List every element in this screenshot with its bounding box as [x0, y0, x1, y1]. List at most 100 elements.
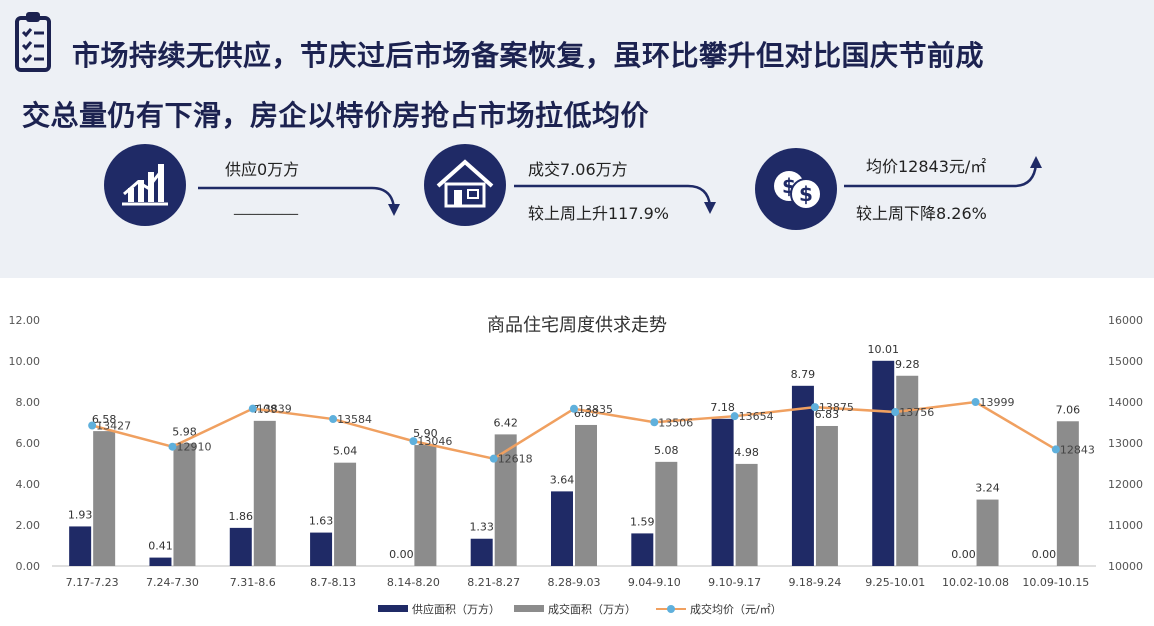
supply-data-label: 0.00 [951, 548, 976, 561]
y-left-tick-label: 12.00 [9, 314, 41, 327]
deal-data-label: 5.08 [654, 444, 679, 457]
deal-bar [575, 424, 597, 566]
deal-data-label: 6.42 [493, 416, 518, 429]
deal-bar [815, 425, 838, 566]
deal-change: 较上周上升117.9% [528, 204, 670, 223]
deal-data-label: 5.98 [172, 425, 197, 438]
x-tick-label: 9.25-10.01 [865, 576, 925, 589]
deal-bar [976, 499, 999, 566]
y-left-tick-label: 0.00 [16, 560, 41, 573]
supply-data-label: 10.01 [867, 343, 899, 356]
price-data-label: 13839 [257, 403, 292, 416]
price-data-label: 12910 [176, 441, 211, 454]
y-left-tick-label: 6.00 [16, 437, 41, 450]
price-stat: 均价12843元/㎡ [866, 157, 987, 176]
y-left-tick-label: 8.00 [16, 396, 41, 409]
supply-bar [69, 526, 92, 566]
x-tick-label: 10.09-10.15 [1022, 576, 1089, 589]
price-data-label: 13875 [819, 401, 854, 414]
y-right-tick-label: 10000 [1108, 560, 1143, 573]
supply-stat-blank: ________ [234, 196, 298, 215]
x-tick-label: 8.28-9.03 [548, 576, 601, 589]
deal-bar [253, 420, 276, 566]
supply-data-label: 1.93 [68, 508, 93, 521]
price-data-label: 13046 [417, 435, 452, 448]
price-marker [730, 412, 739, 421]
x-tick-label: 7.31-8.6 [230, 576, 276, 589]
y-right-tick-label: 16000 [1108, 314, 1143, 327]
supply-bar [711, 418, 734, 566]
y-left-tick-label: 10.00 [9, 355, 41, 368]
deal-data-label: 7.06 [1056, 403, 1081, 416]
legend-swatch-price-marker [667, 605, 675, 613]
price-data-label: 13756 [899, 406, 934, 419]
supply-data-label: 0.00 [1032, 548, 1057, 561]
supply-bar [310, 532, 333, 566]
deal-bar [93, 431, 116, 566]
headline-line-2: 交总量仍有下滑，房企以特价房抢占市场拉低均价 [22, 99, 650, 132]
y-right-tick-label: 15000 [1108, 355, 1143, 368]
legend-label-deal: 成交面积（万方） [548, 602, 636, 616]
deal-stat: 成交7.06万方 [528, 160, 628, 179]
deal-bar [735, 463, 758, 566]
x-tick-label: 8.7-8.13 [310, 576, 356, 589]
price-data-label: 13999 [980, 396, 1015, 409]
y-right-tick-label: 13000 [1108, 437, 1143, 450]
supply-stat: 供应0万方 [225, 160, 300, 179]
x-tick-label: 7.17-7.23 [66, 576, 119, 589]
price-marker [891, 408, 900, 417]
deal-data-label: 5.04 [333, 445, 358, 458]
deal-data-label: 6.83 [815, 408, 840, 421]
y-right-tick-label: 11000 [1108, 519, 1143, 532]
x-tick-label: 8.21-8.27 [467, 576, 520, 589]
price-data-label: 13584 [337, 413, 372, 426]
price-marker [971, 398, 980, 407]
x-tick-label: 9.04-9.10 [628, 576, 681, 589]
deal-data-label: 6.58 [92, 413, 117, 426]
legend-label-price: 成交均价（元/㎡） [690, 602, 782, 616]
legend-label-supply: 供应面积（万方） [412, 602, 500, 616]
supply-bar [149, 557, 172, 566]
deal-data-label: 3.24 [975, 482, 1000, 495]
headline-line-1: 市场持续无供应，节庆过后市场备案恢复，虽环比攀升但对比国庆节前成 [72, 39, 985, 72]
deal-bar [1056, 421, 1079, 566]
dollar-coins-icon: $ $ [755, 148, 837, 230]
x-tick-label: 8.14-8.20 [387, 576, 440, 589]
y-left-tick-label: 4.00 [16, 478, 41, 491]
house-icon [424, 144, 506, 226]
supply-bar [631, 533, 654, 566]
supply-data-label: 3.64 [550, 473, 575, 486]
price-change: 较上周下降8.26% [856, 204, 987, 223]
y-left-tick-label: 2.00 [16, 519, 41, 532]
x-tick-label: 9.10-9.17 [708, 576, 761, 589]
deal-data-label: 5.90 [413, 427, 438, 440]
chart-title: 商品住宅周度供求走势 [487, 315, 667, 336]
bar-chart-icon [104, 144, 186, 226]
price-marker [810, 403, 819, 412]
x-tick-label: 9.18-9.24 [788, 576, 841, 589]
y-right-tick-label: 14000 [1108, 396, 1143, 409]
price-marker [650, 418, 659, 427]
y-right-tick-label: 12000 [1108, 478, 1143, 491]
price-data-label: 13506 [658, 416, 693, 429]
deal-bar [414, 445, 437, 566]
legend-swatch-deal [514, 605, 544, 612]
supply-demand-chart: 商品住宅周度供求走势 0.00 2.00 4.00 6.00 8.00 10.00 12.0… [0, 290, 1154, 626]
price-data-label: 12618 [498, 453, 533, 466]
supply-data-label: 1.86 [229, 510, 254, 523]
supply-data-label: 1.33 [469, 521, 494, 534]
price-marker [248, 404, 257, 413]
chart-canvas: 0.00 2.00 4.00 6.00 8.00 10.00 12.00 10000 11000… [9, 314, 1144, 616]
supply-bar [470, 538, 493, 566]
deal-bar [494, 434, 517, 566]
deal-data-label: 9.28 [895, 358, 920, 371]
price-marker [409, 437, 418, 446]
supply-data-label: 0.41 [148, 540, 173, 553]
price-marker [168, 442, 177, 451]
price-marker [329, 415, 338, 424]
x-tick-label: 10.02-10.08 [942, 576, 1009, 589]
deal-bar [334, 462, 357, 566]
price-data-label: 13835 [578, 403, 613, 416]
x-tick-label: 7.24-7.30 [146, 576, 199, 589]
price-data-label: 12843 [1060, 443, 1095, 456]
